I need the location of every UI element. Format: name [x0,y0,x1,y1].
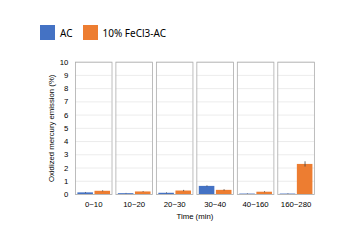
svg-text:5: 5 [64,124,68,133]
svg-text:8: 8 [64,84,68,93]
svg-text:6: 6 [64,111,68,120]
svg-text:10: 10 [60,58,69,67]
svg-text:20~30: 20~30 [164,200,186,209]
svg-text:0~10: 0~10 [85,200,103,209]
svg-text:1: 1 [64,177,68,186]
svg-text:10~20: 10~20 [123,200,145,209]
svg-text:9: 9 [64,71,68,80]
svg-text:160~280: 160~280 [281,200,312,209]
svg-text:2: 2 [64,164,68,173]
html-text:10% FeCl3-AC: 10% FeCl3-AC [102,25,166,40]
html-text:AC: AC [60,25,73,40]
svg-text:0: 0 [64,190,69,199]
svg-text:4: 4 [64,137,69,146]
svg-text:3: 3 [64,150,68,159]
svg-text:Oxidized mercury emission (%): Oxidized mercury emission (%) [47,74,56,182]
svg-text:Time (min): Time (min) [176,212,213,221]
svg-text:30~40: 30~40 [204,200,226,209]
svg-text:7: 7 [64,97,68,106]
svg-text:40~160: 40~160 [243,200,270,209]
